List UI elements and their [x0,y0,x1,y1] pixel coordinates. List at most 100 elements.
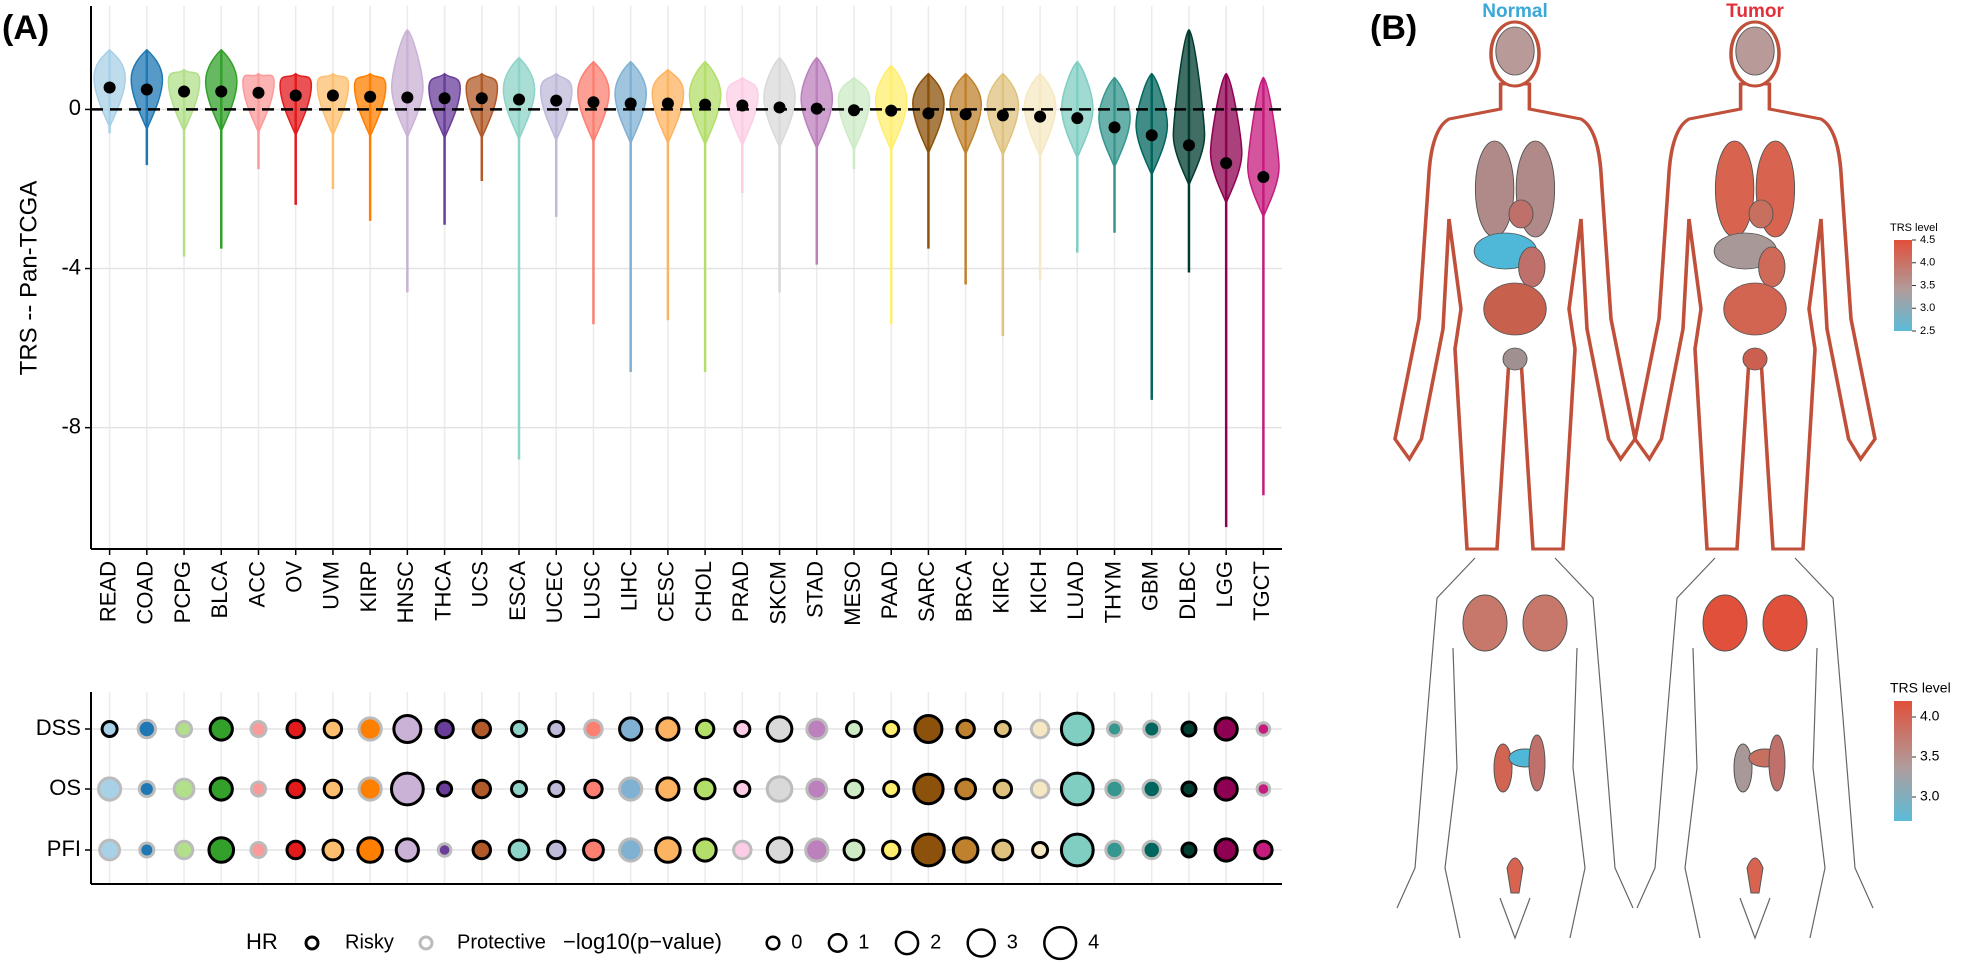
x-tick-label: CESC [654,561,679,622]
bubble [98,838,122,862]
legend-key [418,935,434,951]
mean-dot [922,107,935,120]
bubble [844,720,863,738]
bubble [322,718,344,740]
bubble [322,778,344,800]
bubble [389,771,425,807]
x-tick-label: CHOL [691,561,716,622]
bubble [138,841,156,859]
bubble [693,777,717,801]
violin [428,72,461,141]
x-tick-label: PAAD [877,561,902,619]
mean-dot [513,93,526,106]
bubble [436,842,453,858]
bubble [1180,841,1198,859]
colorbar-label: 3.0 [1920,302,1935,314]
violin [1247,76,1280,219]
bubble [392,714,423,744]
x-tick-label: KIRP [356,561,381,612]
x-tick-label: PCPG [170,561,195,623]
bubble [208,776,234,802]
x-tick-label: BRCA [951,561,976,622]
bubble [208,716,234,742]
y-axis-label: TRS -- Pan-TCGA [15,181,42,376]
legend-title: HR [246,929,278,954]
mean-dot [847,104,860,117]
bubble [471,718,492,740]
bubble [136,718,158,740]
legend-label: 4 [1088,931,1099,953]
bubble [843,778,865,800]
x-tick-label: LGG [1212,561,1237,607]
mean-dot [289,89,302,102]
bubble [991,838,1015,862]
bubble [882,780,901,798]
organ [1762,594,1808,652]
mean-dot [661,97,674,110]
bubble [618,776,644,802]
bubble [285,839,306,861]
bubble [733,720,752,738]
row-label: PFI [47,836,81,861]
x-tick-label: THYM [1100,561,1125,623]
bubble [137,780,156,798]
bubble [881,839,902,861]
legend-label: Protective [457,931,546,953]
legend-title: TRS level [1890,222,1938,234]
violin [539,72,573,143]
bubble [912,772,945,806]
mean-dot [140,83,153,96]
bubble [207,836,236,864]
x-tick-label: ACC [244,561,269,608]
x-tick-label: UCS [468,561,493,607]
bubble [1104,839,1125,861]
violin [279,72,313,138]
violin [1135,72,1169,178]
bubble [583,718,604,740]
legend-key [765,935,781,951]
bubble [1213,716,1239,742]
x-tick-label: COAD [133,561,158,625]
bubble [954,777,978,801]
bubble [804,837,830,863]
bubble [285,778,306,800]
bubble [175,720,194,738]
legend-key [894,930,920,956]
bubble [1255,721,1272,737]
row-label: OS [49,775,81,800]
legend-label: 3 [1007,931,1018,953]
y-tick-label: -4 [61,254,81,279]
bubble [765,836,794,864]
x-tick-label: LUAD [1063,561,1088,620]
mean-dot [773,101,786,114]
body-bottom [1636,557,1874,940]
x-tick-label: MESO [840,561,865,626]
bubble [547,720,566,738]
bubble [321,838,345,862]
bubble [249,780,268,798]
organ [1483,282,1547,336]
body-outline [1396,557,1634,940]
x-tick-label: SARC [914,561,939,622]
violin [353,72,387,139]
legend-title: TRS level [1890,680,1951,696]
legend-label: 0 [791,931,802,953]
bubble [100,720,119,738]
colorbar-label: 4.5 [1920,234,1935,246]
x-tick-label: DLBC [1175,561,1200,620]
organ [1735,26,1775,76]
bubble [618,837,644,863]
mean-dot [624,97,637,110]
bubble [694,718,716,740]
bubble [1029,718,1051,740]
body-maps [1393,20,1877,940]
x-tick-label: KIRC [989,561,1014,614]
mean-dot [810,102,823,115]
bubble [1180,720,1198,738]
colorbar-label: 4.0 [1920,708,1940,724]
body-top [1393,20,1637,551]
bubble [765,715,794,743]
bubble [249,720,268,738]
bubble [434,718,455,740]
mean-dot [1145,129,1158,142]
